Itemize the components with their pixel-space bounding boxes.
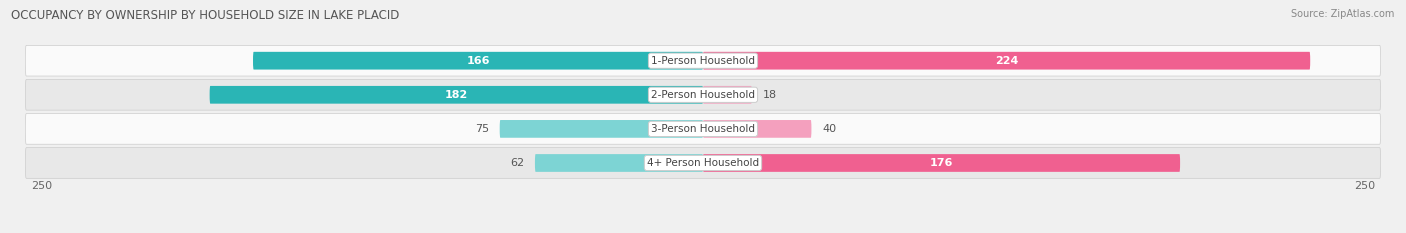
FancyBboxPatch shape xyxy=(25,45,1381,76)
Text: 2-Person Household: 2-Person Household xyxy=(651,90,755,100)
FancyBboxPatch shape xyxy=(209,86,703,104)
Text: 40: 40 xyxy=(823,124,837,134)
FancyBboxPatch shape xyxy=(703,86,752,104)
FancyBboxPatch shape xyxy=(703,52,1310,70)
Text: 75: 75 xyxy=(475,124,489,134)
FancyBboxPatch shape xyxy=(25,113,1381,144)
FancyBboxPatch shape xyxy=(534,154,703,172)
FancyBboxPatch shape xyxy=(703,154,1180,172)
Text: Source: ZipAtlas.com: Source: ZipAtlas.com xyxy=(1291,9,1395,19)
FancyBboxPatch shape xyxy=(499,120,703,138)
Text: 1-Person Household: 1-Person Household xyxy=(651,56,755,66)
Text: 166: 166 xyxy=(467,56,489,66)
Text: 62: 62 xyxy=(510,158,524,168)
Text: 250: 250 xyxy=(1354,181,1375,191)
Text: 4+ Person Household: 4+ Person Household xyxy=(647,158,759,168)
FancyBboxPatch shape xyxy=(253,52,703,70)
Text: 250: 250 xyxy=(31,181,52,191)
Text: OCCUPANCY BY OWNERSHIP BY HOUSEHOLD SIZE IN LAKE PLACID: OCCUPANCY BY OWNERSHIP BY HOUSEHOLD SIZE… xyxy=(11,9,399,22)
FancyBboxPatch shape xyxy=(25,148,1381,178)
FancyBboxPatch shape xyxy=(25,79,1381,110)
Text: 18: 18 xyxy=(762,90,776,100)
Text: 224: 224 xyxy=(995,56,1018,66)
FancyBboxPatch shape xyxy=(703,120,811,138)
Text: 182: 182 xyxy=(444,90,468,100)
Text: 3-Person Household: 3-Person Household xyxy=(651,124,755,134)
Text: 176: 176 xyxy=(929,158,953,168)
